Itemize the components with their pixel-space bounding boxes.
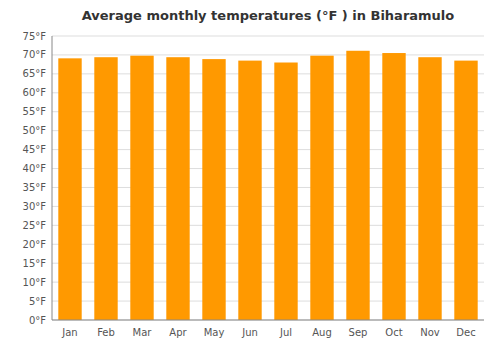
y-tick-label: 45°F	[23, 144, 47, 155]
x-tick-label: Nov	[420, 327, 440, 338]
y-axis: 0°F 5°F 10°F 15°F 20°F 25°F 30°F 35°F 40°F 45°F 50…	[23, 31, 47, 326]
y-tick-label: 30°F	[23, 201, 47, 212]
x-tick-label: Mar	[133, 327, 153, 338]
title: Average monthly temperatures (°F ) in Bi…	[82, 8, 455, 23]
bar	[58, 58, 81, 320]
x-tick-label: Apr	[169, 327, 187, 338]
y-tick-label: 20°F	[23, 239, 47, 250]
chart: Average monthly temperatures (°F ) in Bi…	[0, 0, 500, 350]
bar	[238, 61, 261, 320]
bar	[274, 63, 297, 320]
bar	[166, 57, 189, 320]
y-tick-label: 60°F	[23, 87, 47, 98]
y-tick-label: 0°F	[29, 315, 46, 326]
y-tick-label: 25°F	[23, 220, 47, 231]
y-tick-label: 75°F	[23, 31, 47, 42]
x-tick-label: Jan	[61, 327, 77, 338]
x-tick-label: Sep	[349, 327, 368, 338]
x-tick-label: Feb	[97, 327, 115, 338]
grid-line	[52, 54, 484, 55]
page: {"chart_data": {"type": "bar", "title": …	[0, 0, 500, 350]
x-tick-label: Jul	[279, 327, 292, 338]
grid	[52, 36, 484, 320]
y-tick-label: 55°F	[23, 106, 47, 117]
bars	[58, 51, 477, 320]
bar	[346, 51, 369, 320]
bar	[454, 61, 477, 320]
bar	[130, 56, 153, 320]
y-tick-label: 35°F	[23, 182, 47, 193]
grid-line	[52, 320, 484, 321]
y-tick-label: 70°F	[23, 49, 47, 60]
y-tick-label: 65°F	[23, 68, 47, 79]
y-tick-label: 40°F	[23, 163, 47, 174]
x-tick-label: Jun	[241, 327, 258, 338]
y-axis-line	[52, 36, 53, 320]
y-tick-label: 15°F	[23, 258, 47, 269]
bar	[418, 57, 441, 320]
bar	[94, 57, 117, 320]
y-tick-label: 10°F	[23, 277, 47, 288]
x-axis-line	[52, 320, 484, 321]
x-tick-label: Oct	[385, 327, 402, 338]
bar	[382, 53, 405, 320]
bar	[202, 59, 225, 320]
x-axis: Jan Feb Mar Apr May Jun Jul Aug Sep Oct Nov Dec	[61, 327, 475, 338]
y-tick-label: 50°F	[23, 125, 47, 136]
y-tick-label: 5°F	[29, 296, 46, 307]
x-tick-label: May	[204, 327, 225, 338]
x-tick-label: Aug	[312, 327, 332, 338]
grid-line	[52, 36, 484, 37]
bar	[310, 56, 333, 320]
x-tick-label: Dec	[456, 327, 475, 338]
